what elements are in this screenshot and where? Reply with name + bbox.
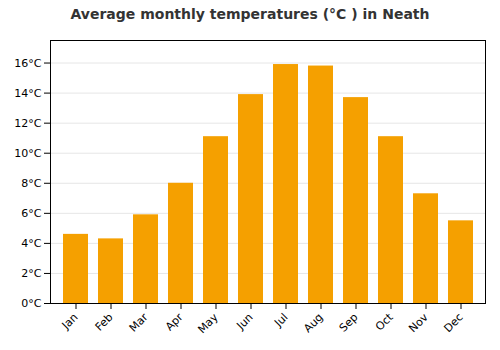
svg-text:Jul: Jul	[271, 311, 290, 330]
svg-text:14°C: 14°C	[14, 87, 41, 100]
svg-text:Apr: Apr	[163, 310, 186, 333]
svg-text:12°C: 12°C	[14, 117, 41, 130]
svg-text:Aug: Aug	[301, 311, 325, 335]
svg-text:Jan: Jan	[59, 311, 81, 333]
svg-text:4°C: 4°C	[21, 237, 41, 250]
svg-text:6°C: 6°C	[21, 207, 41, 220]
svg-text:10°C: 10°C	[14, 147, 41, 160]
svg-text:Mar: Mar	[127, 310, 151, 334]
svg-text:May: May	[195, 310, 221, 336]
svg-text:Dec: Dec	[441, 311, 465, 335]
svg-text:8°C: 8°C	[21, 177, 41, 190]
html-text:Average monthly temperatures (: Average monthly temperatures (°C ) in Ne…	[70, 6, 430, 22]
svg-text:Sep: Sep	[337, 311, 361, 335]
svg-text:Jun: Jun	[234, 311, 256, 333]
svg-text:Nov: Nov	[406, 310, 431, 335]
svg-text:2°C: 2°C	[21, 267, 41, 280]
svg-text:0°C: 0°C	[21, 297, 41, 310]
svg-text:Feb: Feb	[93, 311, 116, 334]
svg-text:Oct: Oct	[373, 310, 396, 333]
svg-text:16°C: 16°C	[14, 57, 41, 70]
